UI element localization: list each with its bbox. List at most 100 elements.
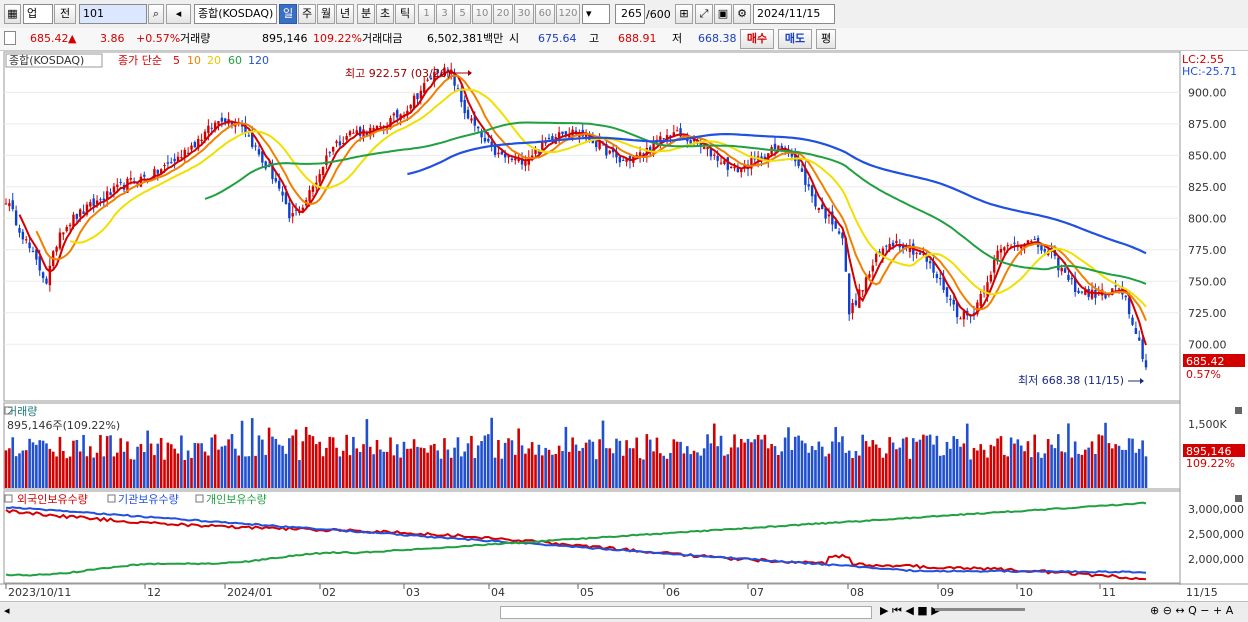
candle-body (527, 157, 530, 165)
candle-body (92, 198, 95, 207)
close-icon[interactable] (1235, 407, 1242, 414)
period-tick-button[interactable]: 틱 (395, 4, 415, 24)
interval-custom-select[interactable]: ▾ (582, 4, 610, 24)
volume-bar (24, 450, 28, 488)
chart-icon[interactable]: ⊞ (675, 4, 693, 24)
interval-button[interactable]: 10 (472, 4, 492, 24)
gear-icon[interactable]: ⚙ (733, 4, 751, 24)
candle-body (203, 131, 207, 140)
candle-body (176, 156, 180, 162)
volume-bar (166, 442, 170, 488)
interval-button[interactable]: 30 (514, 4, 534, 24)
candle-body (584, 132, 588, 137)
date-input[interactable]: 2024/11/15 (753, 4, 835, 24)
candle-body (672, 132, 676, 138)
candle-body (1057, 257, 1060, 271)
close-icon[interactable] (1235, 495, 1242, 502)
candle-body (173, 158, 176, 162)
volume-bar (443, 438, 446, 488)
zoom-slider[interactable] (935, 608, 1025, 611)
volume-bar (358, 451, 362, 488)
period-minute-button[interactable]: 분 (357, 4, 375, 24)
candle-body (68, 224, 72, 227)
volume-bar (625, 440, 628, 488)
market-select[interactable]: 업 (23, 4, 53, 24)
zoom-tools[interactable]: ⊕ ⊖ ↔ Q − + A (1150, 604, 1234, 617)
period-second-button[interactable]: 초 (376, 4, 394, 24)
open-label: 시 (509, 32, 520, 45)
candle-body (487, 138, 490, 142)
price-chart[interactable]: 900.00 875.00 850.00 825.00 800.00 775.00 750.… (0, 51, 1248, 601)
volume-bar (51, 451, 55, 488)
volume-label: 거래량 (180, 32, 211, 45)
volume-bar (325, 447, 328, 488)
candle-body (480, 131, 483, 138)
period-year-button[interactable]: 년 (336, 4, 354, 24)
candle-body (254, 145, 257, 147)
candle-body (412, 95, 416, 109)
count-input[interactable]: 265 (615, 4, 645, 24)
tool-icon[interactable]: ⤢ (695, 4, 713, 24)
period-month-button[interactable]: 월 (317, 4, 335, 24)
period-week-button[interactable]: 주 (298, 4, 316, 24)
speaker-icon[interactable]: ◂ (166, 4, 191, 24)
volume-bar (62, 450, 65, 488)
scroll-left-icon[interactable]: ◂ (4, 604, 10, 617)
code-input[interactable]: 101 (79, 4, 147, 24)
volume-bar (635, 437, 639, 488)
candle-body (153, 169, 156, 180)
x-tick-label: 12 (147, 586, 161, 599)
volume-bar (878, 447, 881, 488)
prev-button[interactable]: 전 (54, 4, 76, 24)
candle-body (972, 312, 976, 314)
interval-button[interactable]: 20 (493, 4, 513, 24)
layout-icon[interactable]: ▦ (4, 4, 21, 24)
candle-body (14, 210, 18, 226)
volume-bar (416, 446, 419, 488)
candle-body (483, 137, 487, 142)
volume-bar (901, 438, 905, 488)
volume-bar (1127, 438, 1131, 488)
volume-bar (48, 448, 52, 488)
candle-body (18, 227, 21, 233)
volume-bar (1006, 456, 1010, 488)
holdings-ytick: 2,500,000 (1188, 528, 1244, 541)
y-tick-label: 700.00 (1188, 338, 1227, 351)
buy-button[interactable]: 매수 (740, 29, 774, 49)
candle-body (662, 138, 665, 140)
volume-bar (824, 456, 827, 488)
avg-button[interactable]: 평 (816, 29, 836, 49)
volume-bar (109, 435, 112, 488)
volume-bar (567, 451, 571, 488)
candle-body (247, 135, 251, 137)
scrollbar[interactable] (500, 606, 872, 619)
volume-bar (513, 454, 517, 488)
volume-bar (180, 435, 183, 488)
interval-button[interactable]: 1 (418, 4, 435, 24)
volume-bar (102, 456, 106, 488)
interval-button[interactable]: 5 (454, 4, 471, 24)
sell-button[interactable]: 매도 (778, 29, 812, 49)
period-day-button[interactable]: 일 (279, 4, 297, 24)
nav-controls[interactable]: ▶ ⏮ ◀ ■ ▶ (880, 604, 940, 617)
volume-bar (797, 435, 800, 488)
interval-button[interactable]: 120 (556, 4, 580, 24)
candle-body (564, 131, 568, 135)
volume-bar (679, 441, 682, 488)
interval-button[interactable]: 60 (535, 4, 555, 24)
candle-body (605, 144, 608, 156)
candle-body (62, 232, 65, 235)
candle-body (547, 137, 551, 140)
candle-body (979, 293, 982, 306)
interval-button[interactable]: 3 (436, 4, 453, 24)
checkbox[interactable] (4, 31, 16, 45)
volume-bar (291, 435, 294, 488)
ma-line-10 (35, 74, 1147, 321)
candle-body (996, 250, 999, 262)
search-icon[interactable]: ⌕ (148, 4, 164, 24)
candle-body (740, 167, 743, 173)
save-icon[interactable]: ▣ (714, 4, 732, 24)
candle-body (628, 156, 632, 162)
volume-bar (632, 448, 635, 488)
candle-body (649, 146, 652, 153)
